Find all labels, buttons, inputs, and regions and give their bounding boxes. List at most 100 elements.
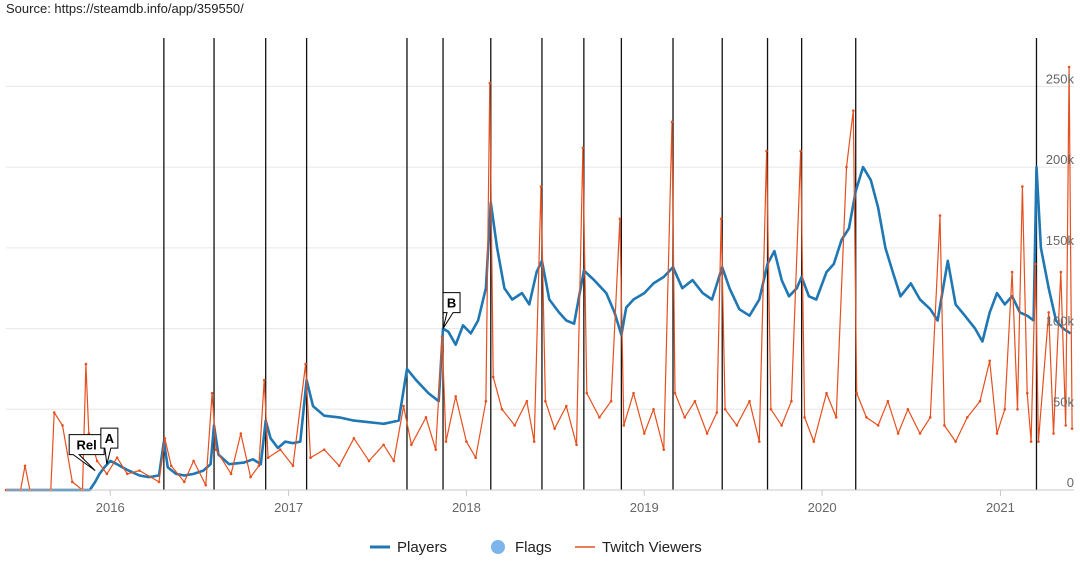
series-lines: [4, 65, 1074, 492]
twitch-viewers-point: [1070, 427, 1074, 430]
twitch-viewers-point: [291, 464, 295, 468]
twitch-viewers-series-line: [6, 66, 1073, 491]
twitch-viewers-point: [598, 416, 601, 419]
twitch-viewers-point: [928, 416, 932, 419]
twitch-viewers-point: [544, 399, 547, 403]
twitch-viewers-point: [52, 411, 56, 414]
twitch-viewers-point: [440, 335, 444, 338]
twitch-viewers-point: [943, 424, 946, 427]
y-tick-label: 0: [1067, 475, 1074, 490]
twitch-viewers-point: [279, 448, 282, 451]
x-tick-label: 2018: [452, 500, 481, 515]
flag-marker: [68, 434, 105, 472]
twitch-viewers-point: [723, 407, 727, 411]
twitch-viewers-point: [705, 432, 709, 435]
twitch-viewers-point: [886, 399, 890, 403]
twitch-viewers-point: [484, 399, 488, 403]
source-caption: Source: https://steamdb.info/app/359550/: [6, 1, 244, 16]
twitch-viewers-point: [410, 443, 413, 447]
legend-item-players[interactable]: Players: [370, 539, 447, 556]
x-tick-label: 2017: [274, 500, 303, 515]
twitch-viewers-point: [553, 427, 556, 430]
twitch-viewers-point: [257, 464, 261, 468]
flag-a[interactable]: A: [100, 427, 119, 465]
twitch-viewers-point: [769, 407, 773, 411]
twitch-viewers-point: [539, 185, 543, 188]
players-series-line: [6, 165, 1072, 492]
twitch-viewers-point: [876, 424, 880, 427]
twitch-viewers-point: [434, 448, 438, 451]
twitch-viewers-point: [748, 399, 751, 403]
twitch-viewers-point: [918, 432, 922, 435]
twitch-viewers-point: [954, 440, 957, 443]
twitch-viewers-point: [337, 464, 341, 468]
twitch-viewers-point: [163, 437, 167, 440]
twitch-viewers-point: [799, 149, 802, 153]
twitch-viewers-point: [995, 432, 999, 435]
twitch-viewers-point: [673, 391, 677, 395]
twitch-viewers-point: [652, 407, 655, 411]
twitch-viewers-point: [183, 480, 186, 484]
twitch-viewers-point: [965, 416, 969, 419]
legend[interactable]: Players Flags Twitch Viewers: [370, 539, 702, 556]
flag-b[interactable]: B: [442, 292, 461, 329]
twitch-viewers-point: [474, 456, 477, 460]
twitch-viewers-point: [204, 483, 208, 487]
twitch-viewers-point: [1059, 270, 1063, 274]
flag-label: Rel: [77, 438, 97, 453]
twitch-viewers-point: [938, 214, 942, 217]
twitch-viewers-point: [1016, 407, 1019, 411]
flag-label: B: [447, 296, 456, 311]
flag-rel[interactable]: Rel: [68, 434, 105, 472]
twitch-viewers-point: [424, 416, 428, 419]
legend-symbol: [491, 540, 505, 554]
twitch-viewers-point: [978, 399, 982, 403]
twitch-viewers-point: [693, 399, 697, 403]
twitch-viewers-point: [23, 464, 27, 468]
x-tick-label: 2019: [630, 500, 659, 515]
twitch-viewers-point: [491, 375, 495, 379]
grid-lines: [6, 85, 1074, 410]
twitch-viewers-point: [1034, 262, 1037, 266]
y-tick-label: 250k: [1046, 71, 1075, 86]
twitch-viewers-point: [812, 440, 816, 443]
twitch-viewers-point: [906, 407, 910, 411]
twitch-viewers-point: [780, 424, 783, 427]
twitch-viewers-point: [1047, 311, 1050, 314]
event-lines: [163, 38, 1038, 490]
twitch-viewers-point: [138, 469, 141, 472]
twitch-viewers-point: [61, 424, 64, 427]
twitch-viewers-point: [192, 459, 195, 463]
twitch-viewers-point: [84, 362, 88, 366]
flag-marker: [442, 292, 461, 329]
twitch-viewers-point: [262, 378, 266, 382]
x-tick-label: 2020: [808, 500, 837, 515]
flags: Rel A B: [68, 292, 461, 472]
flag-label: A: [105, 431, 115, 446]
twitch-viewers-point: [239, 432, 243, 435]
twitch-viewers-point: [790, 399, 793, 403]
legend-item-flags[interactable]: Flags: [491, 539, 552, 556]
twitch-viewers-point: [670, 120, 674, 124]
twitch-viewers-point: [169, 464, 173, 468]
twitch-viewers-point: [825, 391, 828, 395]
y-tick-label: 50k: [1053, 394, 1074, 409]
twitch-viewers-point: [1021, 185, 1024, 188]
axes: 0 50k 100k 150k 200k 250k 2016 2017 2018 2019 2020…: [6, 71, 1074, 515]
twitch-viewers-point: [609, 399, 613, 403]
twitch-viewers-point: [266, 456, 270, 460]
twitch-viewers-point: [1025, 391, 1029, 395]
twitch-viewers-point: [1029, 440, 1033, 443]
twitch-viewers-point: [585, 391, 589, 395]
twitch-viewers-point: [896, 432, 900, 435]
legend-item-twitch-viewers[interactable]: Twitch Viewers: [575, 539, 702, 556]
twitch-viewers-point: [1003, 407, 1007, 411]
flag-marker: [100, 427, 119, 465]
twitch-viewers-point: [70, 480, 74, 484]
twitch-viewers-point: [392, 459, 396, 463]
twitch-viewers-point: [845, 165, 848, 169]
twitch-viewers-point: [1067, 65, 1071, 69]
twitch-viewers-point: [465, 440, 468, 443]
twitch-viewers-point: [565, 404, 568, 408]
